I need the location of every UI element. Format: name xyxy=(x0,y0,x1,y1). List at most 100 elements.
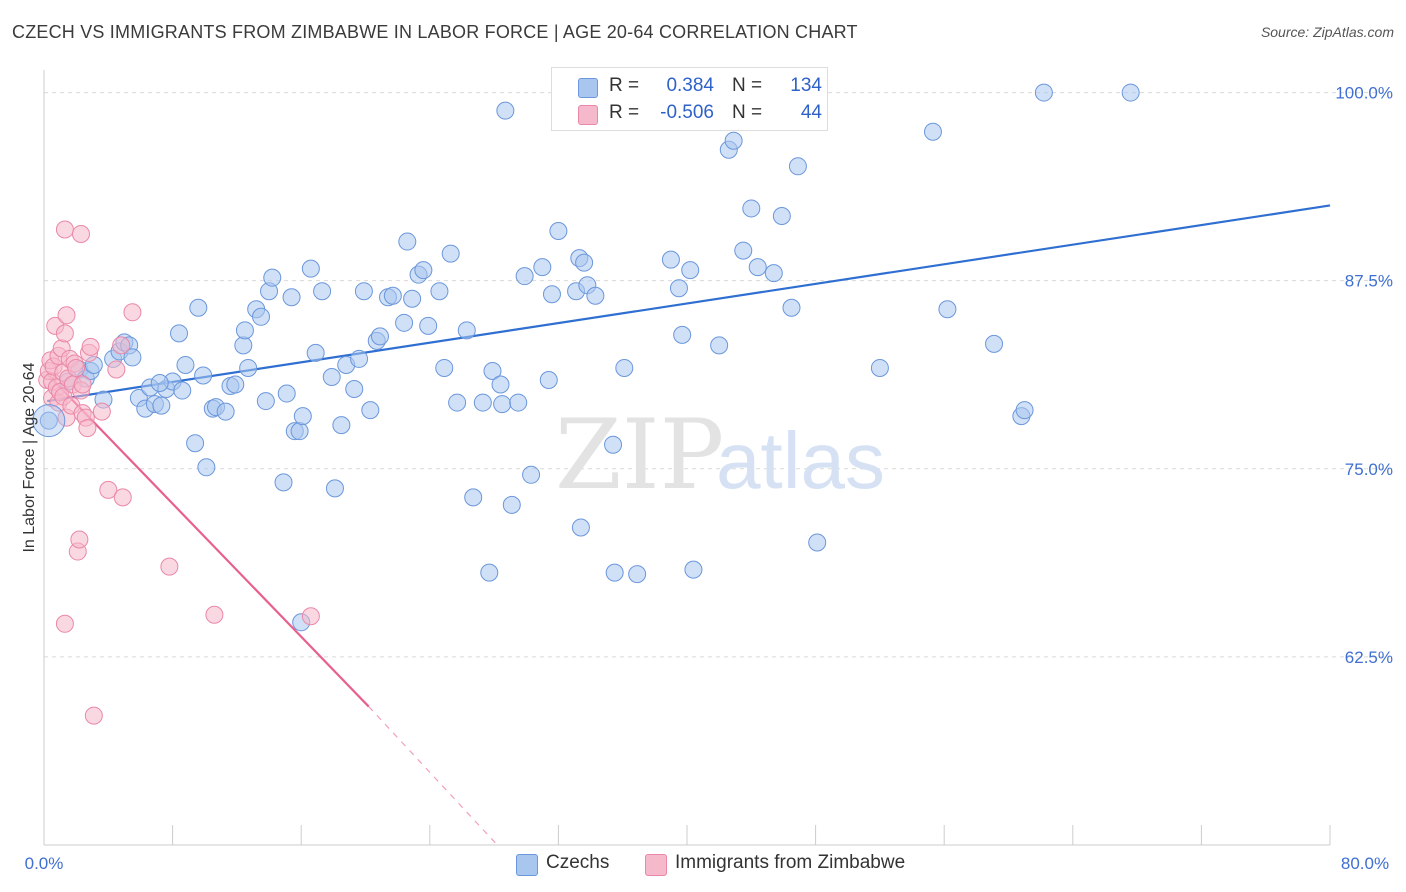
czechs-point xyxy=(435,358,454,377)
czechs-point xyxy=(772,206,791,225)
czechs-point xyxy=(483,361,502,380)
czechs-point xyxy=(782,298,801,317)
zimbabwe-point xyxy=(301,607,320,626)
czechs-point xyxy=(345,380,364,399)
czechs-point xyxy=(256,392,275,411)
czechs-point xyxy=(604,435,623,454)
czechs-point xyxy=(173,381,192,400)
czechs-point xyxy=(684,560,703,579)
zimbabwe-point xyxy=(113,488,132,507)
czechs-point xyxy=(457,321,476,340)
czechs-point xyxy=(710,336,729,355)
bottom-zimbabwe-label: Immigrants from Zimbabwe xyxy=(675,852,906,873)
czechs-point xyxy=(152,396,171,415)
data-points xyxy=(32,83,1140,725)
czechs-point xyxy=(661,250,680,269)
czechs-point xyxy=(252,307,271,326)
czechs-point xyxy=(150,374,169,393)
zimbabwe-point xyxy=(92,402,111,421)
czechs-n-value: 134 xyxy=(790,75,822,96)
czechs-point xyxy=(189,298,208,317)
czechs-point xyxy=(669,279,688,298)
czechs-point xyxy=(216,402,235,421)
czechs-point xyxy=(502,495,521,514)
y-tick-label: 75.0% xyxy=(1345,460,1393,479)
zimbabwe-point xyxy=(78,419,97,438)
axis-labels: 62.5% 75.0% 87.5% 100.0% 0.0% 80.0% In Labor F… xyxy=(21,84,1393,873)
czechs-point xyxy=(509,393,528,412)
x-tick-label-max: 80.0% xyxy=(1341,854,1389,873)
czechs-point xyxy=(313,282,332,301)
czechs-point xyxy=(575,253,594,272)
czechs-point xyxy=(493,395,512,414)
czechs-point xyxy=(586,286,605,305)
zimbabwe-point xyxy=(107,360,126,379)
czechs-point xyxy=(403,289,422,308)
czechs-point xyxy=(1121,83,1140,102)
trend-lines xyxy=(46,204,1331,846)
czechs-point xyxy=(673,325,692,344)
czechs-point xyxy=(870,358,889,377)
legend-row-zimbabwe: R = -0.506 N = 44 xyxy=(552,102,827,128)
czechs-point xyxy=(354,282,373,301)
y-tick-label: 100.0% xyxy=(1335,84,1393,103)
czechs-point xyxy=(808,533,827,552)
bottom-czechs-label: Czechs xyxy=(546,852,610,873)
czechs-point xyxy=(226,375,245,394)
czechs-point xyxy=(542,285,561,304)
czechs-point xyxy=(123,348,142,367)
czechs-point xyxy=(170,324,189,343)
czechs-point xyxy=(615,358,634,377)
czechs-point xyxy=(332,416,351,435)
czechs-point xyxy=(628,565,647,584)
zimbabwe-n-label: N = xyxy=(732,102,763,123)
czechs-point xyxy=(39,411,58,430)
stats-legend: R = 0.384 N = 134 R = -0.506 N = 44 xyxy=(551,67,828,131)
zimbabwe-point xyxy=(123,303,142,322)
zimbabwe-r-value: -0.506 xyxy=(660,102,714,123)
zimbabwe-point xyxy=(55,614,74,633)
czechs-point xyxy=(748,258,767,277)
czechs-swatch xyxy=(578,78,598,98)
czechs-point xyxy=(274,473,293,492)
zimbabwe-point xyxy=(70,530,89,549)
czechs-point xyxy=(522,465,541,484)
czechs-point xyxy=(322,367,341,386)
czechs-point xyxy=(734,241,753,260)
czechs-point xyxy=(681,261,700,280)
czechs-point xyxy=(496,101,515,120)
zimbabwe-point xyxy=(99,480,118,499)
y-tick-label: 62.5% xyxy=(1345,648,1393,667)
czechs-point xyxy=(539,371,558,389)
x-tick-label-min: 0.0% xyxy=(25,854,64,873)
zimbabwe-point xyxy=(67,358,86,377)
czechs-point xyxy=(361,401,380,420)
czechs-point xyxy=(605,563,624,582)
czechs-r-label: R = xyxy=(609,75,640,96)
czechs-point xyxy=(515,267,534,286)
czechs-point xyxy=(448,393,467,412)
czechs-point xyxy=(197,458,216,477)
zimbabwe-point xyxy=(57,306,76,325)
legend-row-czechs: R = 0.384 N = 134 xyxy=(552,75,827,101)
czechs-point xyxy=(441,244,460,263)
czechs-point xyxy=(419,316,438,335)
czechs-point xyxy=(571,518,590,537)
czechs-point xyxy=(533,258,552,277)
czechs-point xyxy=(325,479,344,498)
zimbabwe-trend-extension xyxy=(368,706,498,846)
bottom-zimbabwe-swatch xyxy=(645,854,667,876)
czechs-point xyxy=(1015,401,1034,420)
czechs-point xyxy=(473,393,492,412)
zimbabwe-point xyxy=(55,220,74,239)
czechs-point xyxy=(239,358,258,377)
czechs-point xyxy=(293,407,312,426)
zimbabwe-point xyxy=(160,557,179,576)
zimbabwe-point xyxy=(84,706,103,725)
watermark: ZIP atlas xyxy=(555,399,885,511)
czechs-point xyxy=(923,122,942,141)
czechs-point xyxy=(306,343,325,362)
czechs-r-value: 0.384 xyxy=(666,75,714,96)
zimbabwe-r-label: R = xyxy=(609,102,640,123)
